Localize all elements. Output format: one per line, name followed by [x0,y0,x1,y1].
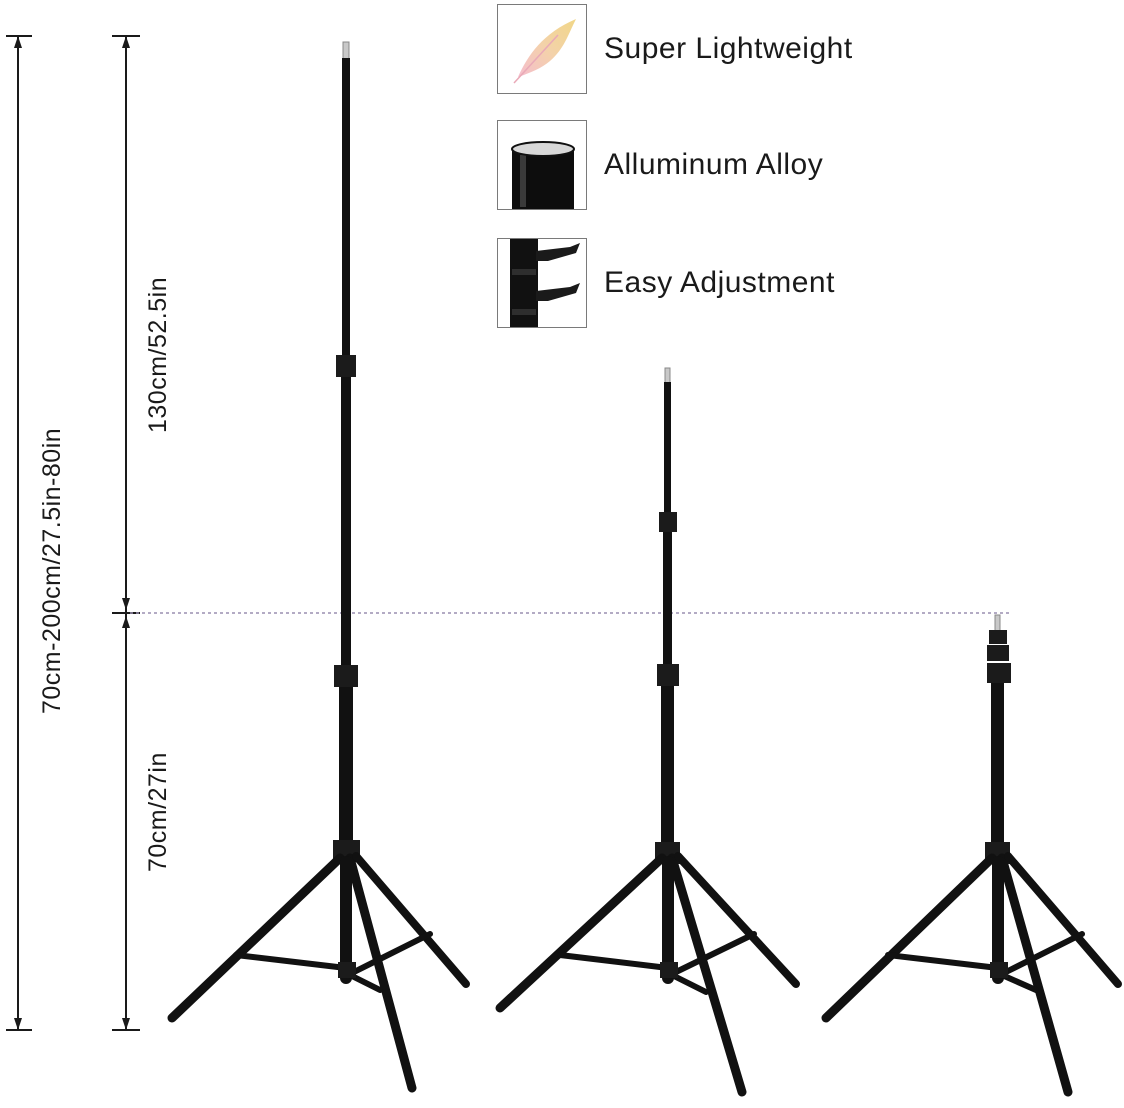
feature-aluminum-label: Alluminum Alloy [604,148,824,181]
feature-lightweight-label: Super Lightweight [604,32,853,65]
feature-aluminum: Alluminum Alloy [497,120,937,212]
stand-short [821,614,1122,1097]
total-height-label: 70cm-200cm/27.5in-80in [38,427,66,714]
adjustment-clamp-icon [497,238,587,328]
lower-section-label: 70cm/27in [144,752,172,872]
feature-lightweight: Super Lightweight [497,4,937,96]
stand-tall [167,41,470,1093]
feather-icon [497,4,587,94]
stand-medium [495,367,800,1097]
dimension-lines [6,35,140,1031]
feature-adjustment-label: Easy Adjustment [604,266,835,299]
feature-adjustment: Easy Adjustment [497,238,937,330]
upper-section-label: 130cm/52.5in [144,276,172,433]
aluminum-tube-icon [497,120,587,210]
dimension-arrows [14,36,130,1030]
